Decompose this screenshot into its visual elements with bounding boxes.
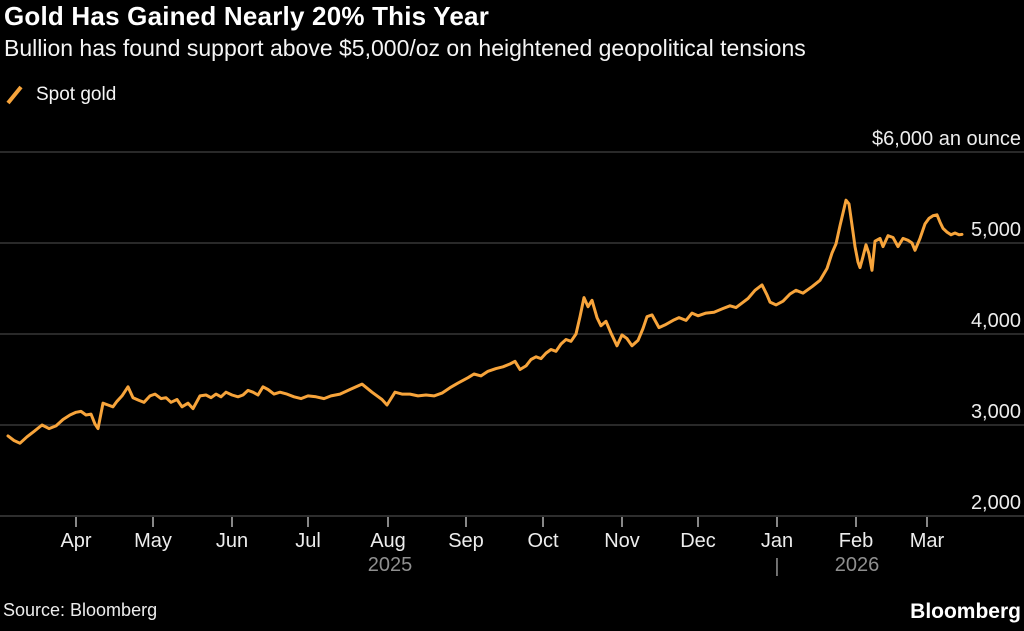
x-axis-label: Aug — [370, 530, 406, 552]
x-axis-label: Sep — [448, 530, 484, 552]
x-axis-label: Nov — [604, 530, 640, 552]
x-axis-label: Oct — [527, 530, 559, 552]
source-note: Source: Bloomberg — [3, 600, 158, 620]
chart-subtitle: Bullion has found support above $5,000/o… — [4, 35, 806, 61]
bloomberg-logo: Bloomberg — [910, 600, 1021, 623]
x-axis-label: Mar — [910, 530, 945, 552]
y-axis-label: 5,000 — [971, 219, 1021, 241]
y-axis-label: 2,000 — [971, 492, 1021, 514]
x-axis-label: Dec — [680, 530, 716, 552]
year-label: 2025 — [368, 554, 413, 576]
x-axis-label: Jun — [216, 530, 248, 552]
x-axis-label: Jul — [295, 530, 321, 552]
spot-gold-line — [6, 198, 964, 445]
year-divider: | — [775, 556, 780, 577]
x-axis-label: May — [134, 530, 172, 552]
legend-label: Spot gold — [36, 84, 117, 105]
y-axis-label: 3,000 — [971, 401, 1021, 423]
legend: Spot gold — [5, 84, 116, 106]
x-axis-label: Feb — [839, 530, 873, 552]
x-axis-label: Jan — [761, 530, 793, 552]
line-marker-icon — [6, 85, 23, 105]
chart-title: Gold Has Gained Nearly 20% This Year — [4, 1, 490, 31]
gold-price-chart: $6,000 an ounce 5,000 4,000 3,000 2,000 Apr Ma… — [0, 128, 1024, 577]
y-axis-label: 4,000 — [971, 310, 1021, 332]
year-label: 2026 — [835, 554, 880, 576]
y-axis-label: $6,000 an ounce — [872, 128, 1021, 150]
x-axis-label: Apr — [60, 530, 91, 552]
